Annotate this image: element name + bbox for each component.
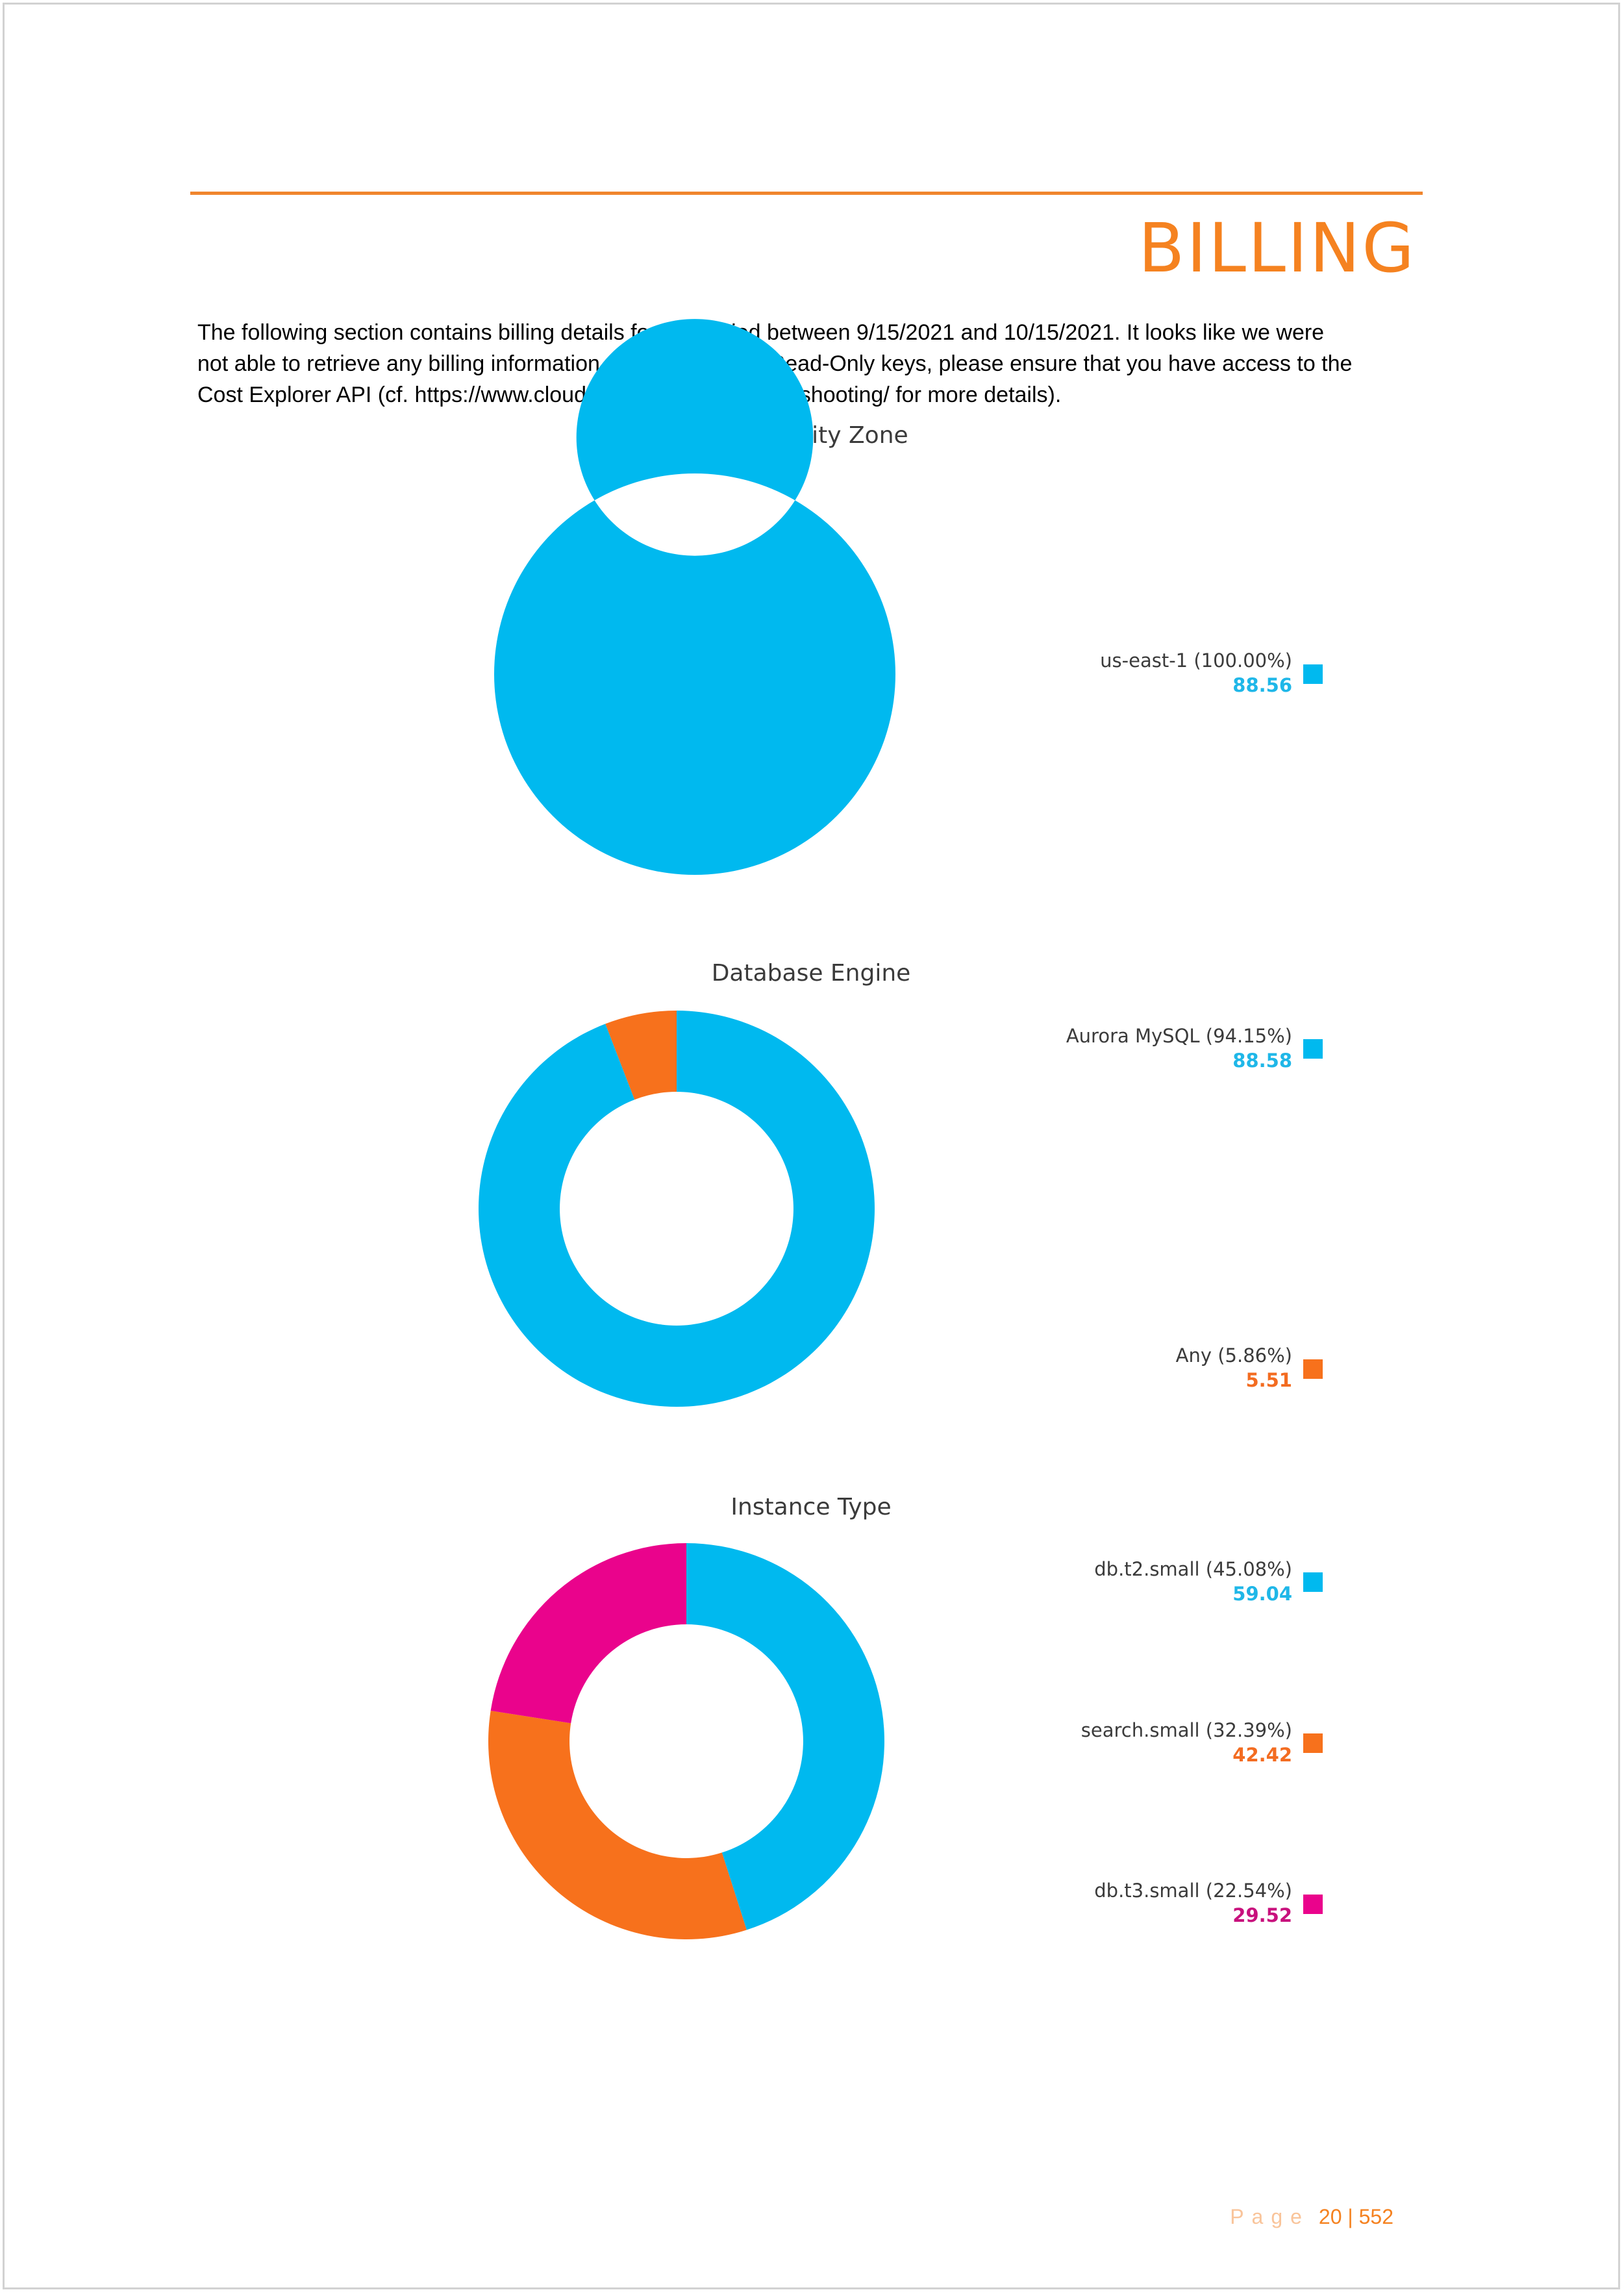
legend-swatch: [1303, 1359, 1323, 1379]
legend-entry-db-t3-small: db.t3.small (22.54%) 29.52: [1094, 1878, 1292, 1928]
chart-title-instance-type: Instance Type: [731, 1494, 892, 1520]
legend-label: search.small (32.39%): [1081, 1719, 1292, 1741]
legend-value: 88.56: [1232, 674, 1292, 696]
legend-value: 42.42: [1232, 1744, 1292, 1766]
legend-entry-db-t2-small: db.t2.small (45.08%) 59.04: [1094, 1557, 1292, 1606]
intro-line: not able to retrieve any billing informa…: [197, 351, 1353, 376]
header-rule: [190, 192, 1423, 195]
intro-line: Cost Explorer API (cf. https://www.cloud…: [197, 383, 1062, 407]
donut-chart-instance-type: [488, 1543, 884, 1939]
page-footer: Page 20 | 552: [1230, 2205, 1393, 2229]
page-frame: [3, 3, 1620, 2289]
donut-slice-db-t2-small: [686, 1543, 884, 1930]
legend-label: Aurora MySQL (94.15%): [1066, 1025, 1292, 1047]
legend-swatch: [1303, 1733, 1323, 1753]
footer-page-number: 20 | 552: [1318, 2205, 1393, 2228]
legend-entry-any: Any (5.86%) 5.51: [1176, 1343, 1292, 1392]
legend-value: 5.51: [1245, 1369, 1292, 1391]
legend-label: Any (5.86%): [1175, 1344, 1292, 1366]
legend-label: db.t3.small (22.54%): [1094, 1880, 1292, 1902]
legend-swatch: [1303, 664, 1323, 684]
donut-slice-search-small: [488, 1711, 747, 1939]
section-title: BILLING: [1138, 208, 1416, 288]
donut-slice-us-east-1: [493, 319, 895, 875]
legend-entry-us-east-1: us-east-1 (100.00%) 88.56: [1100, 648, 1292, 698]
legend-label: db.t2.small (45.08%): [1094, 1558, 1292, 1580]
legend-label: us-east-1 (100.00%): [1100, 649, 1292, 672]
legend-swatch: [1303, 1572, 1323, 1592]
intro-line: The following section contains billing d…: [197, 320, 1325, 345]
legend-value: 29.52: [1232, 1904, 1292, 1926]
donut-slice-aurora: [479, 1011, 875, 1407]
legend-value: 59.04: [1232, 1583, 1292, 1605]
legend-swatch: [1303, 1895, 1323, 1914]
footer-page-word: Page: [1230, 2205, 1310, 2228]
legend-swatch: [1303, 1039, 1323, 1059]
donut-slice-db-t3-small: [490, 1543, 686, 1724]
donut-chart-availability-zone: [493, 319, 895, 875]
intro-paragraph: The following section contains billing d…: [197, 317, 1425, 410]
legend-entry-search-small: search.small (32.39%) 42.42: [1081, 1718, 1292, 1767]
legend-entry-aurora-mysql: Aurora MySQL (94.15%) 88.58: [1066, 1024, 1292, 1073]
chart-title-database-engine: Database Engine: [711, 960, 911, 987]
donut-chart-database-engine: [479, 1011, 875, 1407]
legend-value: 88.58: [1232, 1050, 1292, 1072]
donut-slice-any: [605, 1011, 677, 1100]
